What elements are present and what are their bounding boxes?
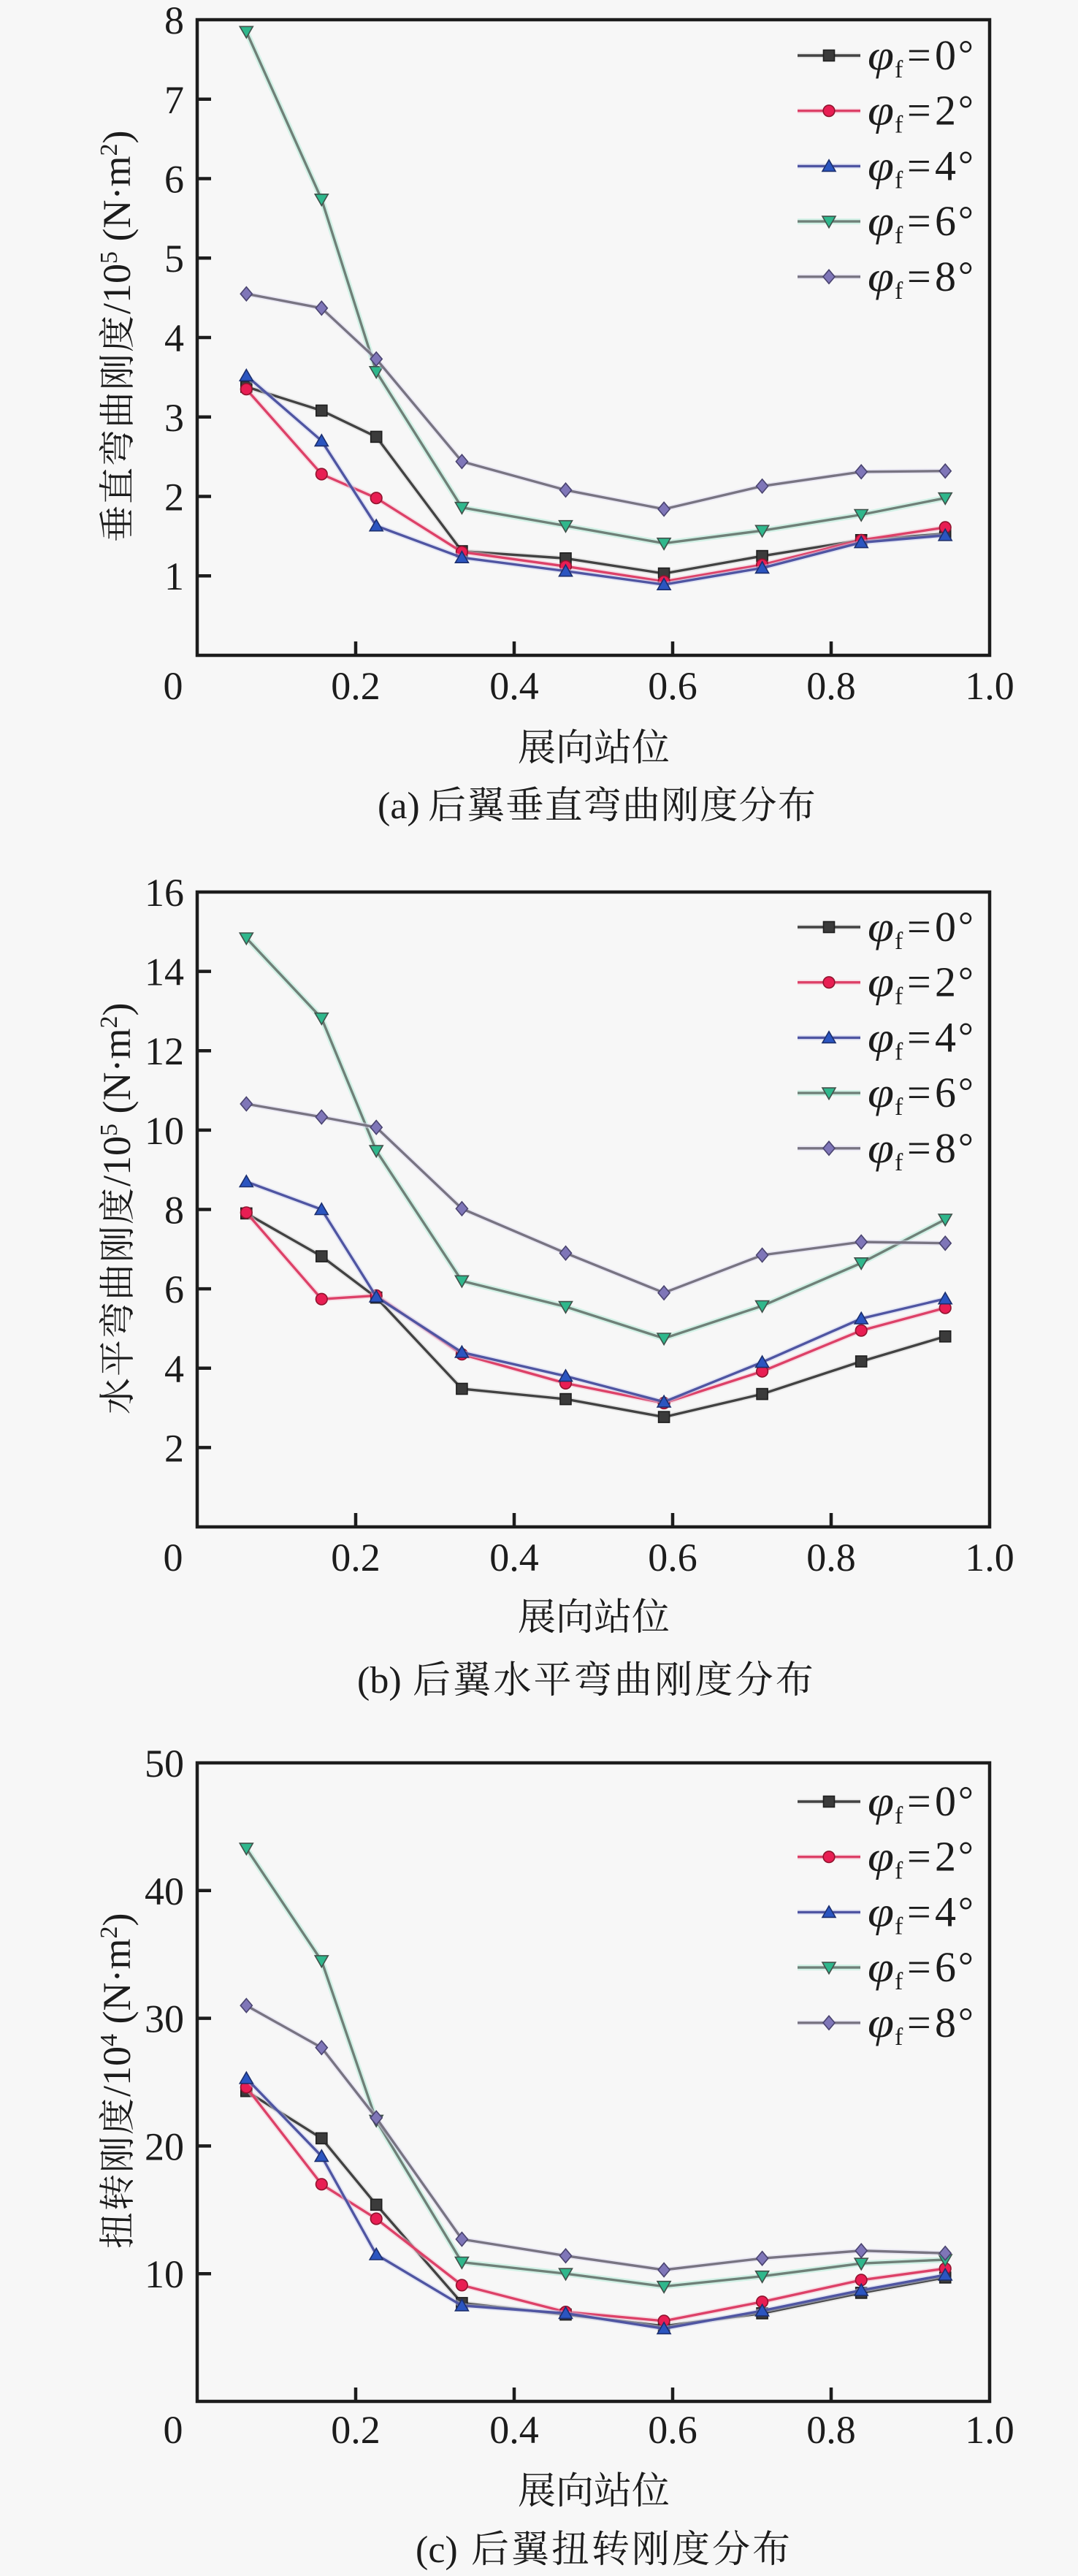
svg-text:8: 8 <box>164 1189 184 1232</box>
svg-text:1.0: 1.0 <box>965 664 1014 708</box>
svg-text:4: 4 <box>164 316 184 360</box>
svg-text:(b): (b) <box>357 1660 402 1702</box>
svg-text:φf=0°: φf=0° <box>868 1777 974 1829</box>
svg-text:0.6: 0.6 <box>648 664 697 708</box>
svg-text:4: 4 <box>164 1347 184 1391</box>
svg-text:φf=0°: φf=0° <box>868 31 974 83</box>
svg-text:7: 7 <box>164 78 184 122</box>
svg-text:0.4: 0.4 <box>489 1536 539 1579</box>
svg-text:φf=8°: φf=8° <box>868 1999 974 2051</box>
svg-text:0: 0 <box>164 664 183 708</box>
svg-text:/104 (N·m2): /104 (N·m2) <box>95 1913 139 2097</box>
svg-text:φf=0°: φf=0° <box>868 903 974 955</box>
svg-text:1: 1 <box>164 555 184 598</box>
svg-text:0.4: 0.4 <box>489 664 539 708</box>
svg-text:0.4: 0.4 <box>489 2408 539 2452</box>
svg-text:1.0: 1.0 <box>965 1536 1014 1579</box>
svg-text:12: 12 <box>145 1029 184 1073</box>
svg-text:1.0: 1.0 <box>965 2408 1014 2452</box>
svg-text:φf=4°: φf=4° <box>868 1888 974 1940</box>
svg-text:/105 (N·m2): /105 (N·m2) <box>95 131 139 314</box>
svg-text:0.2: 0.2 <box>331 664 381 708</box>
svg-text:φf=6°: φf=6° <box>868 1069 974 1121</box>
svg-text:φf=8°: φf=8° <box>868 253 974 305</box>
svg-text:(a): (a) <box>378 785 420 827</box>
svg-text:0.8: 0.8 <box>806 1536 856 1579</box>
svg-text:/105 (N·m2): /105 (N·m2) <box>95 1003 139 1186</box>
svg-text:50: 50 <box>145 1742 184 1786</box>
svg-text:10: 10 <box>145 1109 184 1153</box>
svg-text:φf=4°: φf=4° <box>868 1013 974 1065</box>
svg-text:6: 6 <box>164 158 184 202</box>
svg-text:φf=8°: φf=8° <box>868 1124 974 1176</box>
svg-text:2: 2 <box>164 1426 184 1470</box>
svg-text:0.2: 0.2 <box>331 2408 381 2452</box>
svg-text:φf=6°: φf=6° <box>868 1943 974 1995</box>
svg-text:0.8: 0.8 <box>806 664 856 708</box>
svg-text:16: 16 <box>145 871 184 915</box>
svg-text:0.6: 0.6 <box>648 2408 697 2452</box>
svg-text:3: 3 <box>164 396 184 440</box>
svg-text:φf=2°: φf=2° <box>868 959 974 1010</box>
svg-text:(c): (c) <box>416 2529 458 2571</box>
svg-text:0.2: 0.2 <box>331 1536 381 1579</box>
svg-text:40: 40 <box>145 1870 184 1913</box>
svg-text:5: 5 <box>164 237 184 281</box>
svg-text:φf=6°: φf=6° <box>868 197 974 249</box>
svg-text:2: 2 <box>164 476 184 519</box>
svg-text:6: 6 <box>164 1268 184 1311</box>
svg-text:8: 8 <box>164 0 184 42</box>
svg-text:0: 0 <box>164 2408 183 2452</box>
svg-text:0: 0 <box>164 1536 183 1579</box>
svg-text:φf=4°: φf=4° <box>868 142 974 194</box>
svg-text:0.8: 0.8 <box>806 2408 856 2452</box>
svg-text:30: 30 <box>145 1997 184 2041</box>
svg-text:φf=2°: φf=2° <box>868 87 974 139</box>
svg-text:φf=2°: φf=2° <box>868 1833 974 1885</box>
svg-text:0.6: 0.6 <box>648 1536 697 1579</box>
svg-text:14: 14 <box>145 950 184 994</box>
svg-text:10: 10 <box>145 2252 184 2296</box>
svg-text:20: 20 <box>145 2125 184 2168</box>
